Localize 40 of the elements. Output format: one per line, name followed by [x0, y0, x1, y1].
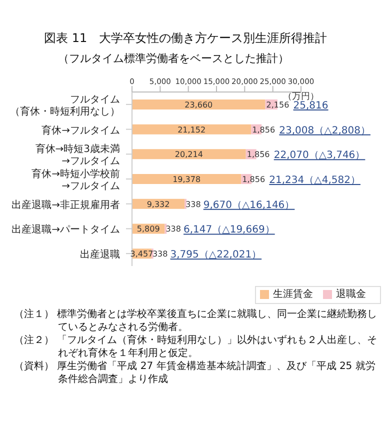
y-tick-label: 育休→フルタイム — [42, 124, 120, 136]
y-tick-label: フルタイム（育休・時短利用なし） — [10, 94, 120, 118]
data-label: 9,332 — [146, 200, 170, 209]
data-label: 19,378 — [172, 175, 201, 184]
data-label: 1,856 — [252, 125, 276, 134]
x-axis-title: （万円） — [283, 91, 319, 102]
data-label: 20,214 — [174, 150, 203, 160]
bar — [132, 149, 246, 160]
y-tick-label: 出産退職→非正規雇用者 — [12, 198, 120, 211]
y-tick-label: 育休→時短3歳未満→フルタイム — [35, 143, 120, 168]
total-label: 22,070（△3,746） — [274, 150, 366, 162]
total-label: 25,816 — [293, 100, 328, 112]
text: （資料） 厚生労働省「平成 27 年賃金構造基本統計調査」、及び「平成 25 就労条件総合調査」より作成 — [13, 360, 376, 386]
total-label: 23,008（△2,808） — [279, 125, 370, 136]
text: （注１） 標準労働者とは学校卒業後直ちに企業に就職し、同一企業に継続勤務しているとみなされる労働者。 — [13, 308, 378, 334]
data-label: 5,809 — [136, 224, 160, 234]
text: （注２） 「フルタイム（育休・時短利用なし）」以外はいずれも２人出産し、それぞれ育休を１年利用と仮定。 — [13, 334, 378, 360]
data-label: 21,152 — [178, 125, 206, 134]
total-label: 9,670（△16,146） — [203, 200, 295, 211]
bar — [132, 124, 252, 134]
data-label: 23,660 — [184, 100, 213, 110]
y-tick-label: 出産退職→パートタイム — [12, 224, 120, 236]
total-label: 6,147（△19,669） — [184, 224, 275, 236]
bar — [132, 99, 266, 110]
chart-subtitle: （フルタイム標準労働者をベースとした推計） — [57, 51, 290, 66]
data-label: 338 — [152, 250, 168, 259]
total-label: 21,234（△4,582） — [269, 175, 360, 186]
y-tick-label: 育休→時短小学校前→フルタイム — [32, 168, 120, 192]
data-label: 338 — [166, 224, 182, 234]
data-label: 2,156 — [266, 100, 290, 110]
data-label: 338 — [186, 200, 201, 209]
y-tick-label: 出産退職 — [80, 248, 120, 261]
legend-label: 生涯賃金 — [273, 289, 313, 300]
bar — [132, 174, 242, 184]
chart-title: 図表 11 大学卒女性の働き方ケース別生涯所得推計 — [43, 30, 328, 47]
data-label: 3,457 — [130, 250, 154, 259]
total-label: 3,795（△22,021） — [170, 250, 262, 261]
data-label: 1,856 — [246, 150, 270, 160]
legend-label: 退職金 — [336, 289, 366, 300]
data-label: 1,856 — [242, 175, 266, 184]
